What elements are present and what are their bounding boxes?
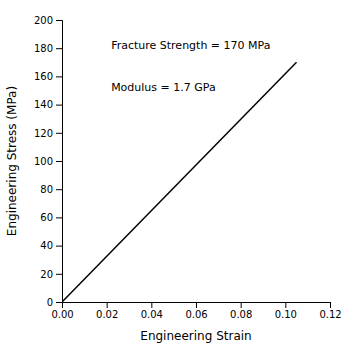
annotations: Fracture Strength = 170 MPa Modulus = 1.7… [111,39,270,94]
tick-label: 0.12 [319,309,341,320]
line [62,62,297,302]
tick: 140 [34,99,62,110]
tick: 40 [40,240,62,251]
tick: 120 [34,128,62,139]
tick-label: 120 [34,128,53,139]
tick-label: 0.00 [51,309,73,320]
axis-line [63,303,331,309]
tick: 160 [34,71,62,82]
tick: 0.06 [185,302,207,320]
y-axis-title: Engineering Stress (MPa) [5,86,19,236]
tick-label: 180 [34,43,53,54]
marks [62,62,297,302]
axis-line [56,21,63,303]
tick-label: 140 [34,99,53,110]
tick-label: 20 [40,269,53,280]
tick: 0.12 [319,302,341,320]
tick: 0.02 [96,302,118,320]
tick: 0.10 [275,302,297,320]
tick: 0 [47,297,62,308]
y-axis: 0 20 40 60 80 100 120 140 160 180 200 [34,15,63,308]
chart: 0.00 0.02 0.04 0.06 0.08 0.10 0.12 0 20 40 60 80 100… [0,0,350,350]
tick: 0.00 [51,302,73,320]
x-axis: 0.00 0.02 0.04 0.06 0.08 0.10 0.12 [51,302,341,320]
tick-label: 0.02 [96,309,118,320]
tick: 80 [40,184,62,195]
tick: 0.08 [230,302,252,320]
tick-mark [56,302,62,303]
annotation: Fracture Strength = 170 MPa [111,39,270,52]
tick-label: 80 [40,184,53,195]
tick-label: 100 [34,156,53,167]
tick-mark [330,302,331,308]
tick-label: 160 [34,71,53,82]
x-axis-title: Engineering Strain [140,329,251,343]
tick: 180 [34,43,62,54]
tick-mark [151,302,152,308]
tick-label: 60 [40,212,53,223]
tick-mark [56,20,62,21]
tick-label: 0 [47,297,53,308]
annotation: Modulus = 1.7 GPa [111,81,216,94]
tick-mark [56,189,62,190]
tick-label: 0.04 [141,309,163,320]
tick-mark [56,133,62,134]
tick-label: 0.08 [230,309,252,320]
tick-label: 0.06 [185,309,207,320]
tick-label: 0.10 [275,309,297,320]
plot: 0.00 0.02 0.04 0.06 0.08 0.10 0.12 0 20 40 60 80 100… [34,15,342,320]
tick: 0.04 [141,302,163,320]
tick-mark [56,161,62,162]
tick: 200 [34,15,62,26]
tick-mark [285,302,286,308]
tick-mark [56,246,62,247]
tick-label: 200 [34,15,53,26]
tick-mark [56,48,62,49]
tick-mark [107,302,108,308]
tick-mark [241,302,242,308]
tick-mark [196,302,197,308]
tick: 60 [40,212,62,223]
tick-mark [56,217,62,218]
tick-mark [56,105,62,106]
tick-mark [56,76,62,77]
tick: 100 [34,156,62,167]
tick-mark [56,274,62,275]
tick-label: 40 [40,240,53,251]
tick: 20 [40,269,62,280]
